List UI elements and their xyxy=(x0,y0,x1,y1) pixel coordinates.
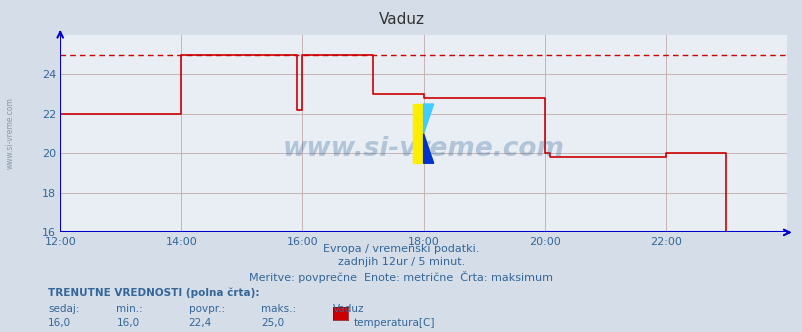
Polygon shape xyxy=(423,134,433,163)
Text: Vaduz: Vaduz xyxy=(333,304,364,314)
Polygon shape xyxy=(423,104,433,134)
Text: sedaj:: sedaj: xyxy=(48,304,79,314)
Text: Vaduz: Vaduz xyxy=(378,12,424,27)
Text: 16,0: 16,0 xyxy=(48,318,71,328)
Polygon shape xyxy=(413,104,423,163)
Text: 25,0: 25,0 xyxy=(261,318,284,328)
Text: maks.:: maks.: xyxy=(261,304,296,314)
Text: temperatura[C]: temperatura[C] xyxy=(353,318,434,328)
Text: TRENUTNE VREDNOSTI (polna črta):: TRENUTNE VREDNOSTI (polna črta): xyxy=(48,287,259,298)
Text: zadnjih 12ur / 5 minut.: zadnjih 12ur / 5 minut. xyxy=(338,257,464,267)
Text: povpr.:: povpr.: xyxy=(188,304,225,314)
Text: Evropa / vremenski podatki.: Evropa / vremenski podatki. xyxy=(323,244,479,254)
Text: min.:: min.: xyxy=(116,304,143,314)
Text: www.si-vreme.com: www.si-vreme.com xyxy=(6,97,15,169)
Text: Meritve: povprečne  Enote: metrične  Črta: maksimum: Meritve: povprečne Enote: metrične Črta:… xyxy=(249,271,553,283)
Text: www.si-vreme.com: www.si-vreme.com xyxy=(282,136,564,162)
Text: 16,0: 16,0 xyxy=(116,318,140,328)
Text: 22,4: 22,4 xyxy=(188,318,212,328)
